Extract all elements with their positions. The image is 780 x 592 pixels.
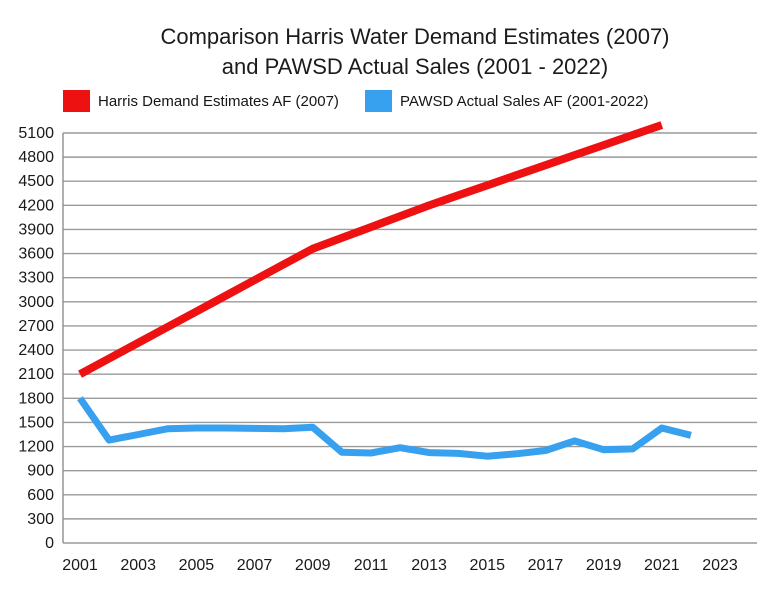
y-axis-tick-label: 1800	[18, 390, 54, 407]
x-axis-tick-label: 2013	[411, 557, 447, 574]
y-axis-tick-label: 600	[27, 487, 54, 504]
y-axis-tick-label: 2400	[18, 342, 54, 359]
y-axis-tick-label: 3600	[18, 246, 54, 263]
harris-legend-swatch	[63, 90, 90, 112]
y-axis-tick-label: 1200	[18, 439, 54, 456]
x-axis-tick-label: 2003	[120, 557, 156, 574]
x-axis-tick-label: 2019	[586, 557, 622, 574]
y-axis-tick-label: 4200	[18, 197, 54, 214]
x-axis-tick-label: 2011	[354, 557, 389, 574]
x-axis-tick-label: 2005	[179, 557, 215, 574]
x-axis-tick-label: 2015	[469, 557, 505, 574]
y-axis-tick-label: 1500	[18, 414, 54, 431]
y-axis-tick-label: 900	[27, 463, 54, 480]
chart-title-line1: Comparison Harris Water Demand Estimates…	[160, 24, 670, 49]
y-axis-tick-label: 4500	[18, 173, 54, 190]
y-axis-tick-label: 0	[45, 535, 54, 552]
y-axis-tick-label: 3900	[18, 221, 54, 238]
x-axis-tick-label: 2023	[702, 557, 738, 574]
harris-demand-line	[78, 121, 664, 378]
y-axis-tick-label: 2100	[18, 366, 54, 383]
chart-title: Comparison Harris Water Demand Estimates…	[60, 22, 770, 82]
pawsd-legend-swatch	[365, 90, 392, 112]
harris-legend-label: Harris Demand Estimates AF (2007)	[98, 92, 339, 110]
y-axis-tick-label: 300	[27, 511, 54, 528]
chart-legend: Harris Demand Estimates AF (2007) PAWSD …	[0, 88, 780, 116]
x-axis-tick-label: 2007	[237, 557, 273, 574]
x-axis-tick-label: 2001	[62, 557, 98, 574]
pawsd-sales-line	[77, 396, 692, 460]
x-axis-tick-label: 2021	[644, 557, 680, 574]
y-axis-tick-label: 5100	[18, 125, 54, 142]
y-axis-tick-label: 3300	[18, 270, 54, 287]
legend-item-harris: Harris Demand Estimates AF (2007)	[63, 88, 339, 114]
pawsd-legend-label: PAWSD Actual Sales AF (2001-2022)	[400, 92, 649, 110]
y-axis-tick-label: 4800	[18, 149, 54, 166]
chart-title-line2: and PAWSD Actual Sales (2001 - 2022)	[221, 54, 609, 79]
x-axis-tick-label: 2009	[295, 557, 331, 574]
y-axis-tick-label: 2700	[18, 318, 54, 335]
y-axis-tick-label: 3000	[18, 294, 54, 311]
x-axis-tick-label: 2017	[528, 557, 564, 574]
legend-item-pawsd: PAWSD Actual Sales AF (2001-2022)	[365, 88, 648, 114]
